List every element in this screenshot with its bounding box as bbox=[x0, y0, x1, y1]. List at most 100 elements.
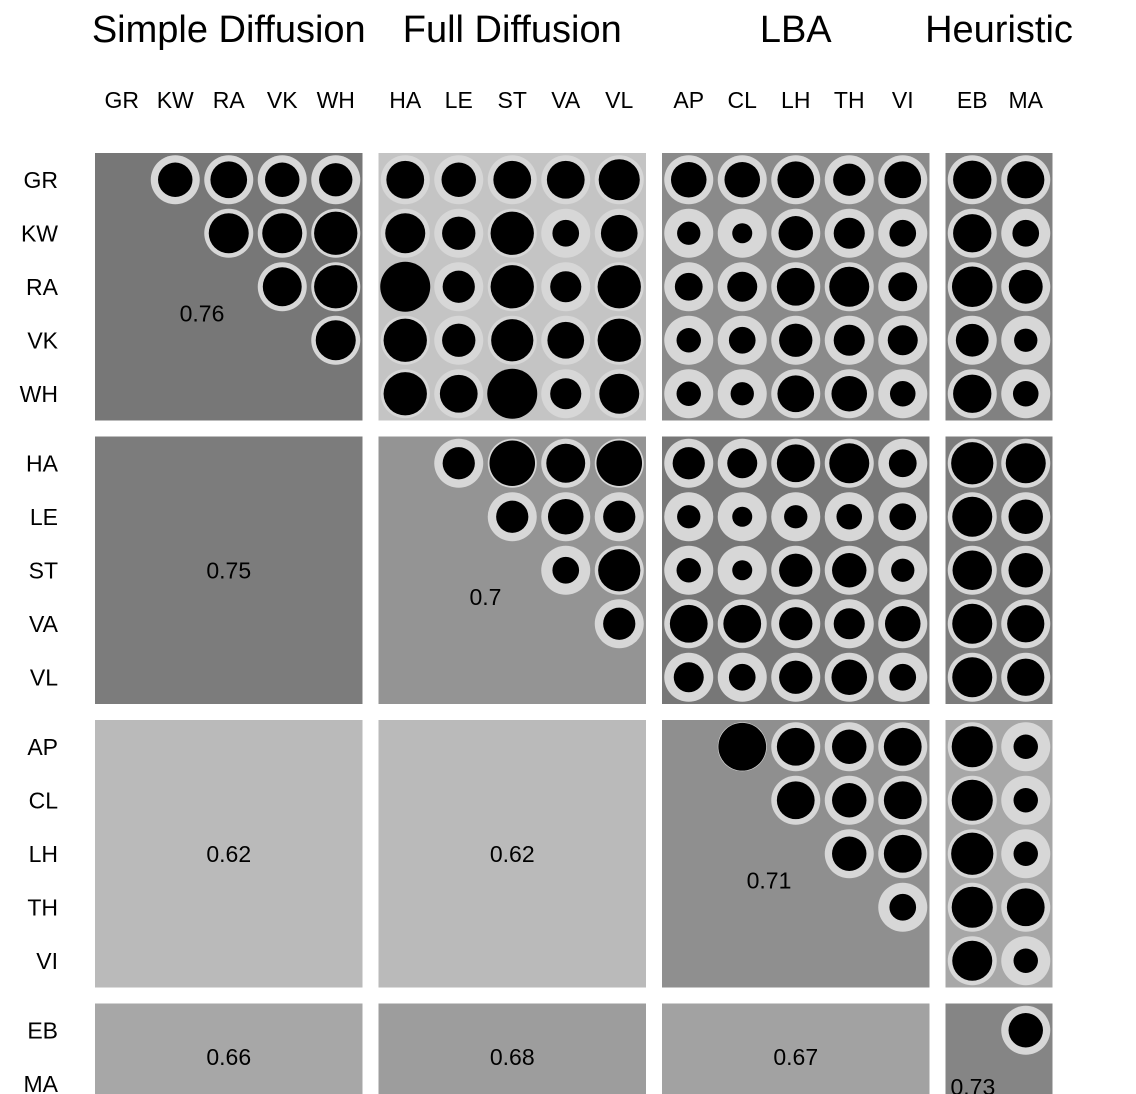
block-label-3-2: 0.67 bbox=[773, 1044, 818, 1070]
block-3-2 bbox=[662, 1003, 930, 1094]
row-label-HA: HA bbox=[26, 450, 59, 476]
row-label-KW: KW bbox=[21, 220, 58, 246]
cell-dot-RA-VK bbox=[262, 267, 302, 307]
cell-dot-WH-LH bbox=[777, 375, 815, 413]
block-label-0-0: 0.76 bbox=[180, 301, 225, 327]
col-label-LH: LH bbox=[781, 87, 810, 113]
cell-dot-GR-VA bbox=[546, 160, 585, 199]
cell-dot-RA-EB bbox=[951, 266, 993, 308]
cell-dot-GR-EB bbox=[953, 160, 992, 199]
cell-dot-ST-VL bbox=[598, 549, 641, 592]
group-title-2: LBA bbox=[760, 9, 832, 51]
cell-dot-VA-VL bbox=[603, 607, 636, 640]
col-label-WH: WH bbox=[317, 87, 355, 113]
row-label-TH: TH bbox=[27, 894, 58, 920]
cell-dot-WH-TH bbox=[831, 375, 868, 412]
cell-dot-GR-VK bbox=[265, 162, 300, 197]
cell-dot-GR-ST bbox=[493, 160, 532, 199]
cell-dot-VK-ST bbox=[491, 319, 534, 362]
cell-dot-RA-ST bbox=[490, 265, 534, 309]
cell-dot-RA-VL bbox=[597, 265, 641, 309]
cell-dot-VA-AP bbox=[669, 604, 708, 643]
cell-dot-HA-LH bbox=[776, 444, 815, 483]
cell-dot-CL-TH bbox=[832, 783, 867, 818]
cell-dot-VK-VI bbox=[887, 325, 918, 356]
cell-dot-LH-MA bbox=[1013, 841, 1038, 866]
row-label-LE: LE bbox=[30, 504, 58, 530]
cell-dot-GR-LH bbox=[777, 161, 815, 199]
cell-dot-KW-WH bbox=[314, 211, 358, 255]
cell-dot-WH-MA bbox=[1012, 380, 1039, 407]
col-label-VI: VI bbox=[892, 87, 914, 113]
cell-dot-LE-LH bbox=[784, 505, 808, 529]
cell-dot-LE-VI bbox=[889, 503, 917, 531]
cell-dot-HA-TH bbox=[829, 443, 870, 484]
cell-dot-RA-CL bbox=[727, 271, 758, 302]
cell-dot-RA-AP bbox=[674, 272, 703, 301]
cell-dot-HA-MA bbox=[1005, 443, 1046, 484]
cell-dot-KW-CL bbox=[732, 223, 753, 244]
cell-dot-VL-MA bbox=[1007, 658, 1045, 696]
cell-dot-WH-AP bbox=[676, 381, 701, 406]
cell-dot-LH-TH bbox=[832, 836, 867, 871]
cell-dot-AP-CL bbox=[718, 722, 767, 771]
col-label-RA: RA bbox=[213, 87, 246, 113]
cell-dot-KW-VL bbox=[600, 214, 638, 252]
cell-dot-TH-EB bbox=[951, 886, 993, 928]
cell-dot-LE-AP bbox=[677, 505, 701, 529]
col-label-EB: EB bbox=[957, 87, 988, 113]
cell-dot-LE-MA bbox=[1008, 499, 1043, 534]
row-label-RA: RA bbox=[26, 274, 59, 300]
cell-dot-VK-AP bbox=[676, 328, 701, 353]
cell-dot-WH-EB bbox=[953, 374, 992, 413]
cell-dot-VL-AP bbox=[673, 662, 704, 693]
group-title-3: Heuristic bbox=[925, 9, 1073, 51]
cell-dot-KW-AP bbox=[677, 221, 701, 245]
cell-dot-AP-MA bbox=[1013, 734, 1038, 759]
cell-dot-HA-AP bbox=[672, 447, 705, 480]
cell-dot-KW-VA bbox=[552, 219, 580, 247]
cell-dot-VL-EB bbox=[952, 657, 993, 698]
cell-dot-CL-VI bbox=[883, 781, 922, 820]
row-label-ST: ST bbox=[29, 557, 58, 583]
cell-dot-VK-LE bbox=[442, 323, 476, 357]
cell-dot-ST-AP bbox=[676, 558, 701, 583]
cell-dot-VK-TH bbox=[833, 324, 865, 356]
cell-dot-VL-CL bbox=[728, 663, 756, 691]
cell-dot-KW-RA bbox=[208, 213, 249, 254]
cell-dot-LE-VL bbox=[603, 500, 636, 533]
cell-dot-VI-EB bbox=[952, 940, 993, 981]
col-label-CL: CL bbox=[728, 87, 758, 113]
cell-circles bbox=[150, 155, 1051, 1055]
cell-dot-LH-EB bbox=[951, 832, 994, 875]
cell-dot-LH-VI bbox=[883, 834, 922, 873]
col-label-KW: KW bbox=[157, 87, 194, 113]
col-label-AP: AP bbox=[673, 87, 704, 113]
cell-dot-WH-CL bbox=[730, 382, 754, 406]
block-label-3-0: 0.66 bbox=[206, 1044, 251, 1070]
block-label-2-2: 0.71 bbox=[747, 868, 792, 894]
block-label-1-1: 0.7 bbox=[470, 584, 502, 610]
cell-dot-KW-HA bbox=[385, 213, 426, 254]
col-label-VK: VK bbox=[267, 87, 298, 113]
cell-dot-VA-VI bbox=[884, 605, 921, 642]
cell-dot-VA-LH bbox=[779, 607, 813, 641]
cell-dot-VA-CL bbox=[723, 604, 762, 643]
col-label-VL: VL bbox=[605, 87, 633, 113]
cell-dot-LE-EB bbox=[952, 496, 993, 537]
cell-dot-VI-MA bbox=[1013, 948, 1038, 973]
cell-dot-VK-VL bbox=[597, 318, 641, 362]
chart-labels: Simple Diffusion Full Diffusion LBA Heurist… bbox=[20, 9, 1073, 1094]
cell-dot-HA-VA bbox=[546, 443, 586, 483]
cell-dot-RA-HA bbox=[380, 261, 431, 312]
cell-dot-KW-TH bbox=[833, 217, 865, 249]
row-label-AP: AP bbox=[27, 734, 58, 760]
cell-dot-HA-CL bbox=[727, 448, 758, 479]
cell-dot-WH-VI bbox=[889, 380, 916, 407]
cell-dot-GR-CL bbox=[724, 161, 761, 198]
cell-dot-TH-VI bbox=[889, 893, 917, 921]
cell-dot-RA-LE bbox=[442, 270, 475, 303]
row-label-MA: MA bbox=[24, 1071, 59, 1094]
block-3-0 bbox=[95, 1003, 363, 1094]
row-label-WH: WH bbox=[20, 381, 58, 407]
